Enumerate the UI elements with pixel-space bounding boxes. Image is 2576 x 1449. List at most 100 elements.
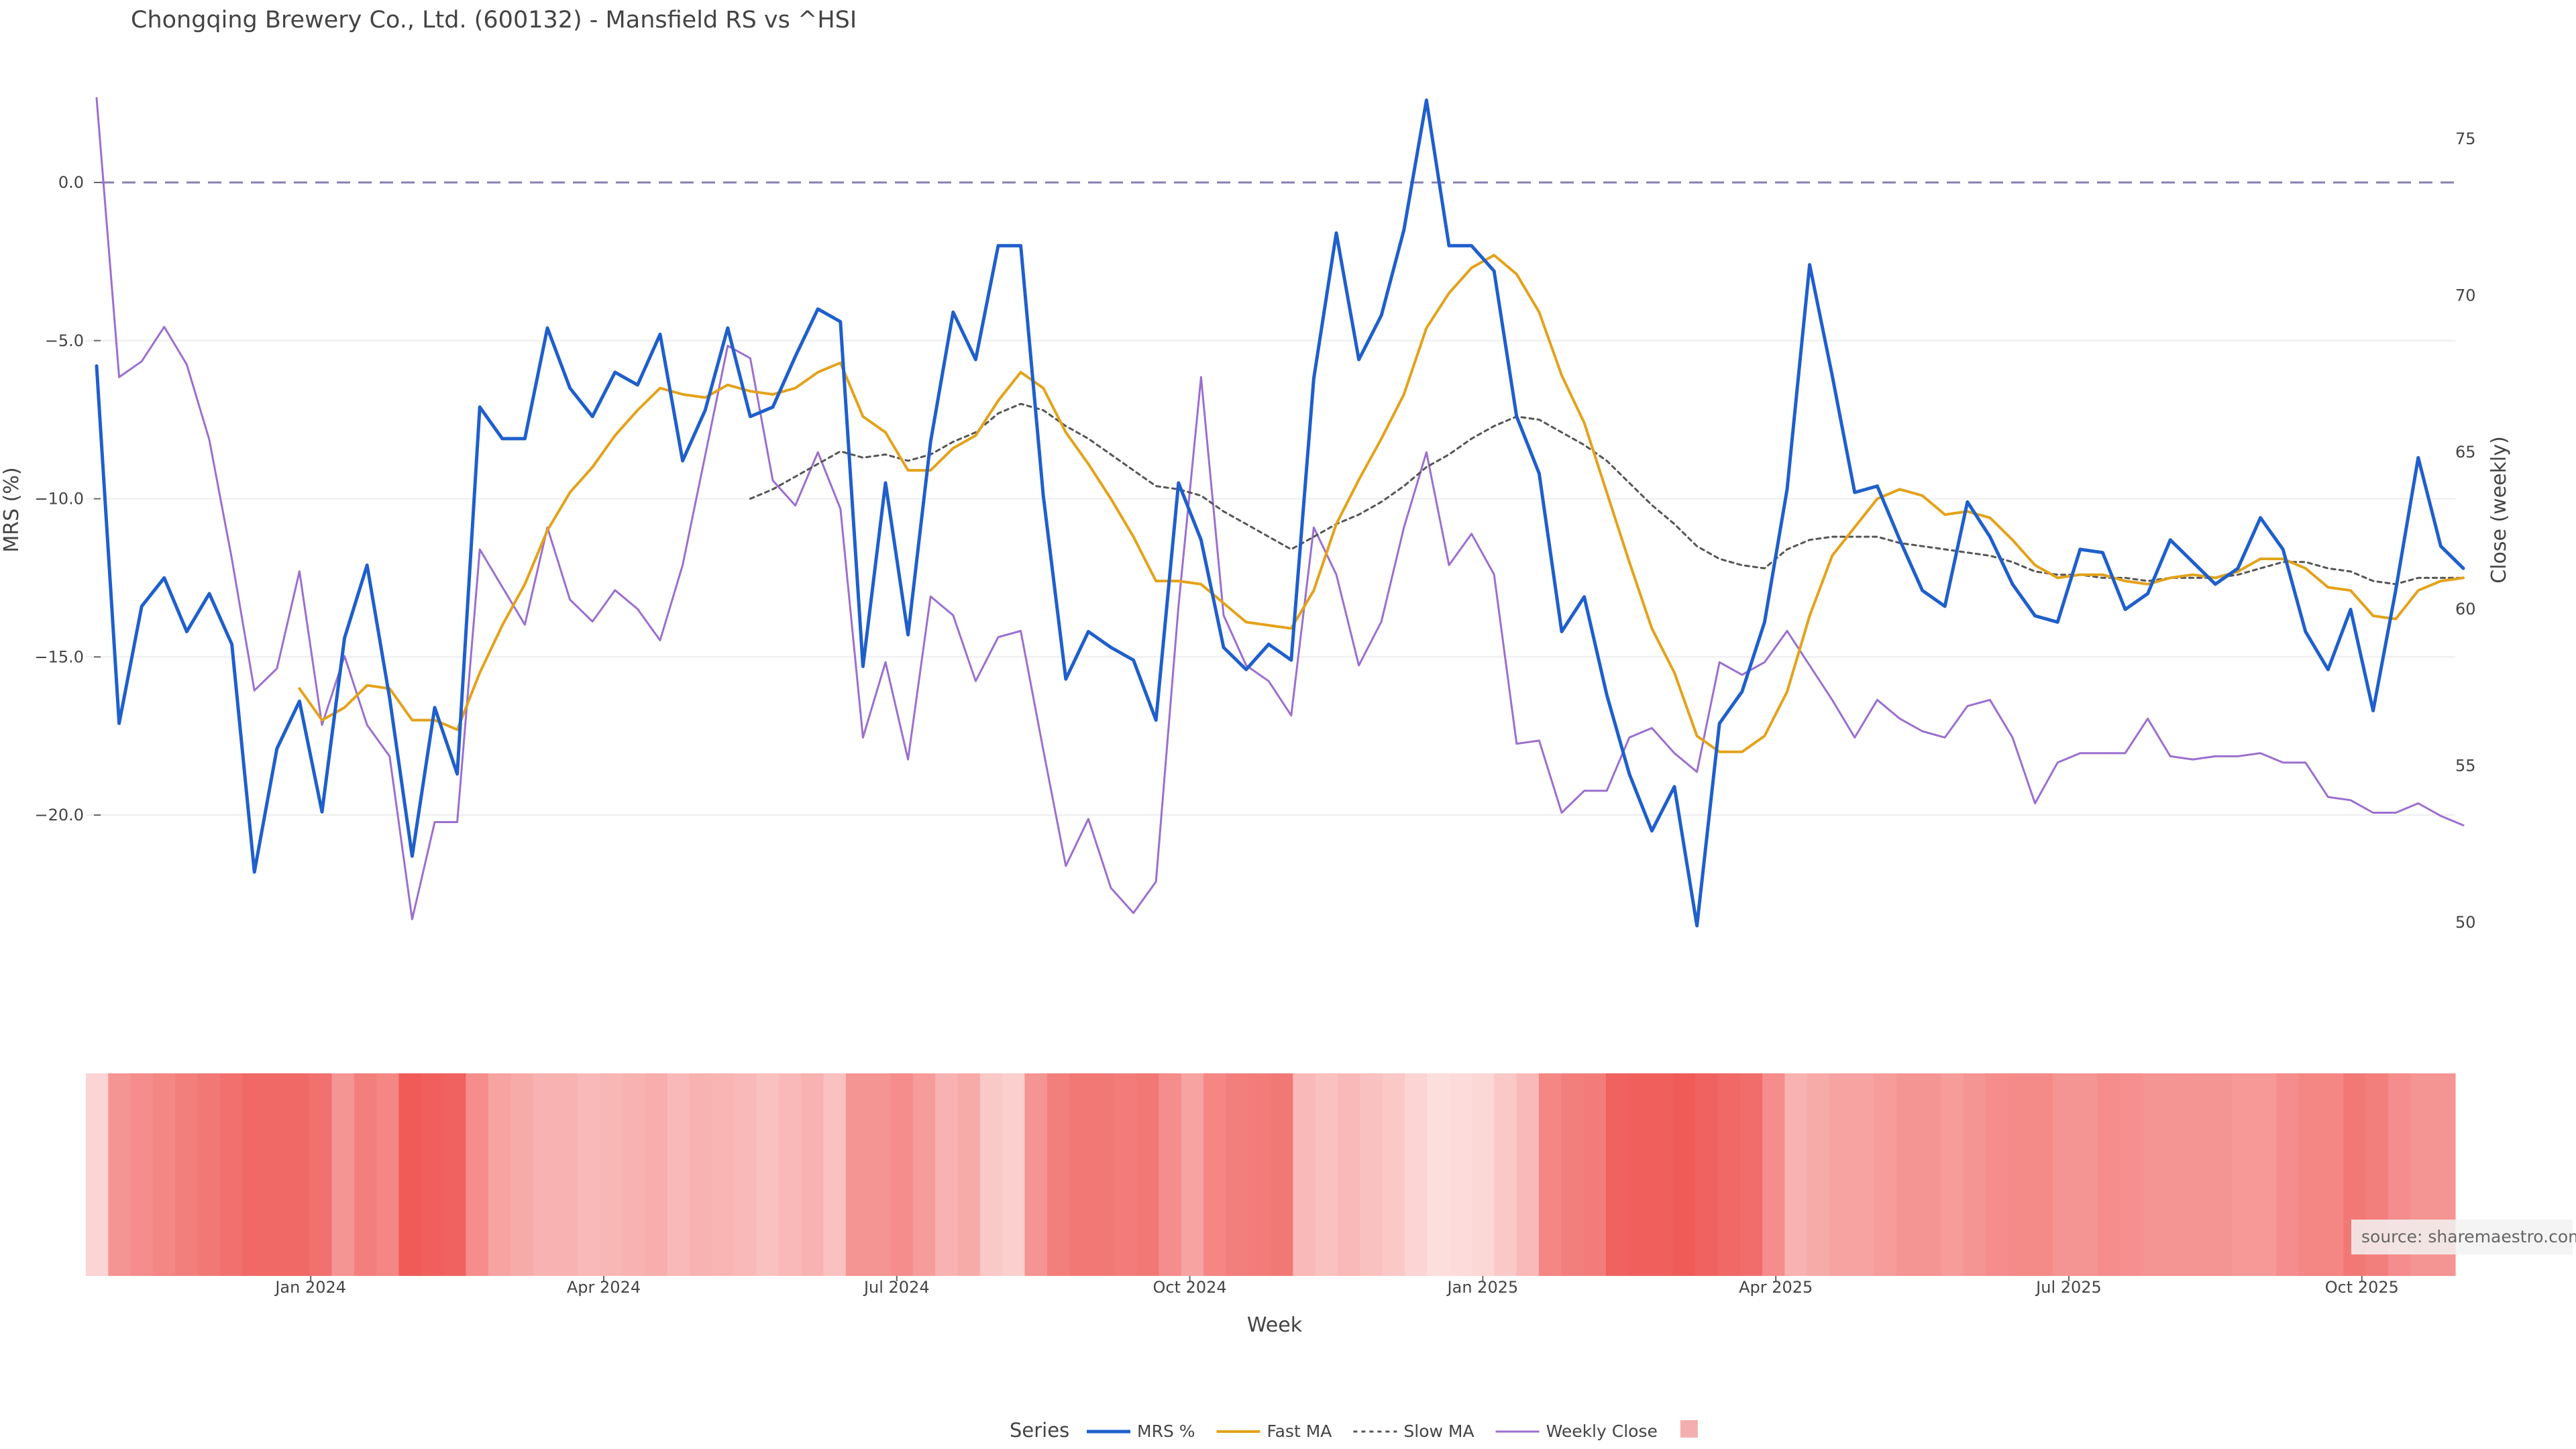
heatmap-cell [1583, 1073, 1607, 1276]
heatmap-cell [1762, 1073, 1785, 1276]
heatmap-cell [711, 1073, 735, 1276]
series-line-weekly-close [95, 97, 2465, 920]
heatmap-cell [331, 1073, 355, 1276]
heatmap-cell [1360, 1073, 1383, 1276]
heatmap-cell [1941, 1073, 1964, 1276]
heatmap-cell [1069, 1073, 1093, 1276]
heatmap-cell [354, 1073, 377, 1276]
heatmap-cell [1248, 1073, 1271, 1276]
x-tick-label: Apr 2024 [567, 1278, 641, 1297]
heatmap-cell [1717, 1073, 1741, 1276]
heatmap-cell [1829, 1073, 1852, 1276]
heatmap-cell [2254, 1073, 2277, 1276]
left-axis-label: MRS (%) [0, 467, 23, 552]
gridlines [86, 339, 2455, 816]
x-tick-label: Jan 2025 [1446, 1278, 1519, 1297]
x-axis-label: Week [1247, 1313, 1303, 1337]
heatmap-cell [2053, 1073, 2076, 1276]
series-line-mrs [95, 98, 2465, 928]
left-tick-label: −5.0 [45, 331, 84, 350]
heatmap-cell [466, 1073, 489, 1276]
heatmap-cell [622, 1073, 645, 1276]
heatmap-cell [1449, 1073, 1472, 1276]
heatmap-cell [823, 1073, 847, 1276]
x-tick-label: Oct 2024 [1152, 1278, 1226, 1297]
heatmap-cell [264, 1073, 288, 1276]
heatmap-cell [756, 1073, 780, 1276]
heatmap-cell [1159, 1073, 1182, 1276]
heatmap-cell [2030, 1073, 2053, 1276]
series-lines [95, 97, 2465, 928]
heatmap-cell [197, 1073, 221, 1276]
heatmap-cell [912, 1073, 936, 1276]
heatmap-cell [1896, 1073, 1919, 1276]
heatmap-cell [1605, 1073, 1629, 1276]
heatmap-cell [1538, 1073, 1562, 1276]
heatmap-cell [2321, 1073, 2344, 1276]
heatmap-cell [868, 1073, 892, 1276]
heatmap-cell [1002, 1073, 1026, 1276]
source-badge-bg [2351, 1220, 2573, 1254]
heatmap-cell [2298, 1073, 2322, 1276]
heatmap-cell [1695, 1073, 1719, 1276]
heatmap-cell [1046, 1073, 1070, 1276]
heatmap-cell [1337, 1073, 1360, 1276]
heatmap-cell [667, 1073, 690, 1276]
heatmap-cell [1404, 1073, 1428, 1276]
right-tick-label: 65 [2455, 443, 2476, 462]
heatmap-cell [935, 1073, 959, 1276]
heatmap-cell [2075, 1073, 2098, 1276]
legend-label: Fast MA [1267, 1421, 1332, 1441]
heatmap-cell [1203, 1073, 1226, 1276]
heatmap-cell [2008, 1073, 2031, 1276]
legend-swatch-heat [1680, 1420, 1698, 1438]
right-axis-label: Close (weekly) [2487, 436, 2511, 584]
left-tick-label: −20.0 [34, 806, 84, 824]
legend-title: Series [1010, 1419, 1069, 1442]
left-tick-label: −15.0 [34, 647, 84, 666]
heatmap-cell [242, 1073, 266, 1276]
right-tick-label: 50 [2455, 913, 2476, 932]
x-tick-label: Jan 2024 [274, 1278, 346, 1297]
heatmap-cell [1382, 1073, 1405, 1276]
heatmap-cell [533, 1073, 556, 1276]
series-line-fast-ma [298, 254, 2465, 753]
heatmap-cell [1851, 1073, 1875, 1276]
heatmap-cell [1963, 1073, 1986, 1276]
source-badge: source: sharemaestro.com [2351, 1220, 2576, 1254]
x-tick-label: Apr 2025 [1739, 1278, 1813, 1297]
x-axis-ticks: Jan 2024 Apr 2024 Jul 2024 Oct 2024 Jan 2025… [274, 1276, 2399, 1297]
heatmap-cell [2097, 1073, 2121, 1276]
heatmap-cell [1919, 1073, 1942, 1276]
heatmap-cell [1114, 1073, 1137, 1276]
heatmap-cell [2209, 1073, 2233, 1276]
right-tick-label: 70 [2455, 286, 2476, 305]
heatmap-cell [86, 1073, 109, 1276]
heatmap-cell [2276, 1073, 2300, 1276]
heatmap-cell [421, 1073, 444, 1276]
heatmap-cell [801, 1073, 824, 1276]
heatmap-cell [2187, 1073, 2210, 1276]
heatmap-strip [86, 1073, 2456, 1276]
heatmap-cell [555, 1073, 578, 1276]
heatmap-cell [2142, 1073, 2165, 1276]
heatmap-cell [1315, 1073, 1338, 1276]
heatmap-cell [1091, 1073, 1115, 1276]
heatmap-cell [511, 1073, 534, 1276]
x-tick-label: Jul 2024 [863, 1278, 930, 1297]
left-tick-label: −10.0 [34, 490, 84, 508]
heatmap-cell [309, 1073, 333, 1276]
heatmap-cell [1986, 1073, 2009, 1276]
heatmap-cell [1226, 1073, 1249, 1276]
heatmap-cell [1672, 1073, 1696, 1276]
heatmap-cell [175, 1073, 199, 1276]
heatmap-cell [578, 1073, 600, 1276]
heatmap-cell [108, 1073, 131, 1276]
heatmap-cell [957, 1073, 981, 1276]
left-axis-ticks: 0.0 −5.0 −10.0 −15.0 −20.0 [34, 173, 101, 824]
heatmap-cell [979, 1073, 1003, 1276]
x-tick-label: Jul 2025 [2035, 1278, 2102, 1297]
heatmap-cell [1516, 1073, 1540, 1276]
right-tick-label: 55 [2455, 756, 2476, 775]
heatmap-cell [1561, 1073, 1585, 1276]
